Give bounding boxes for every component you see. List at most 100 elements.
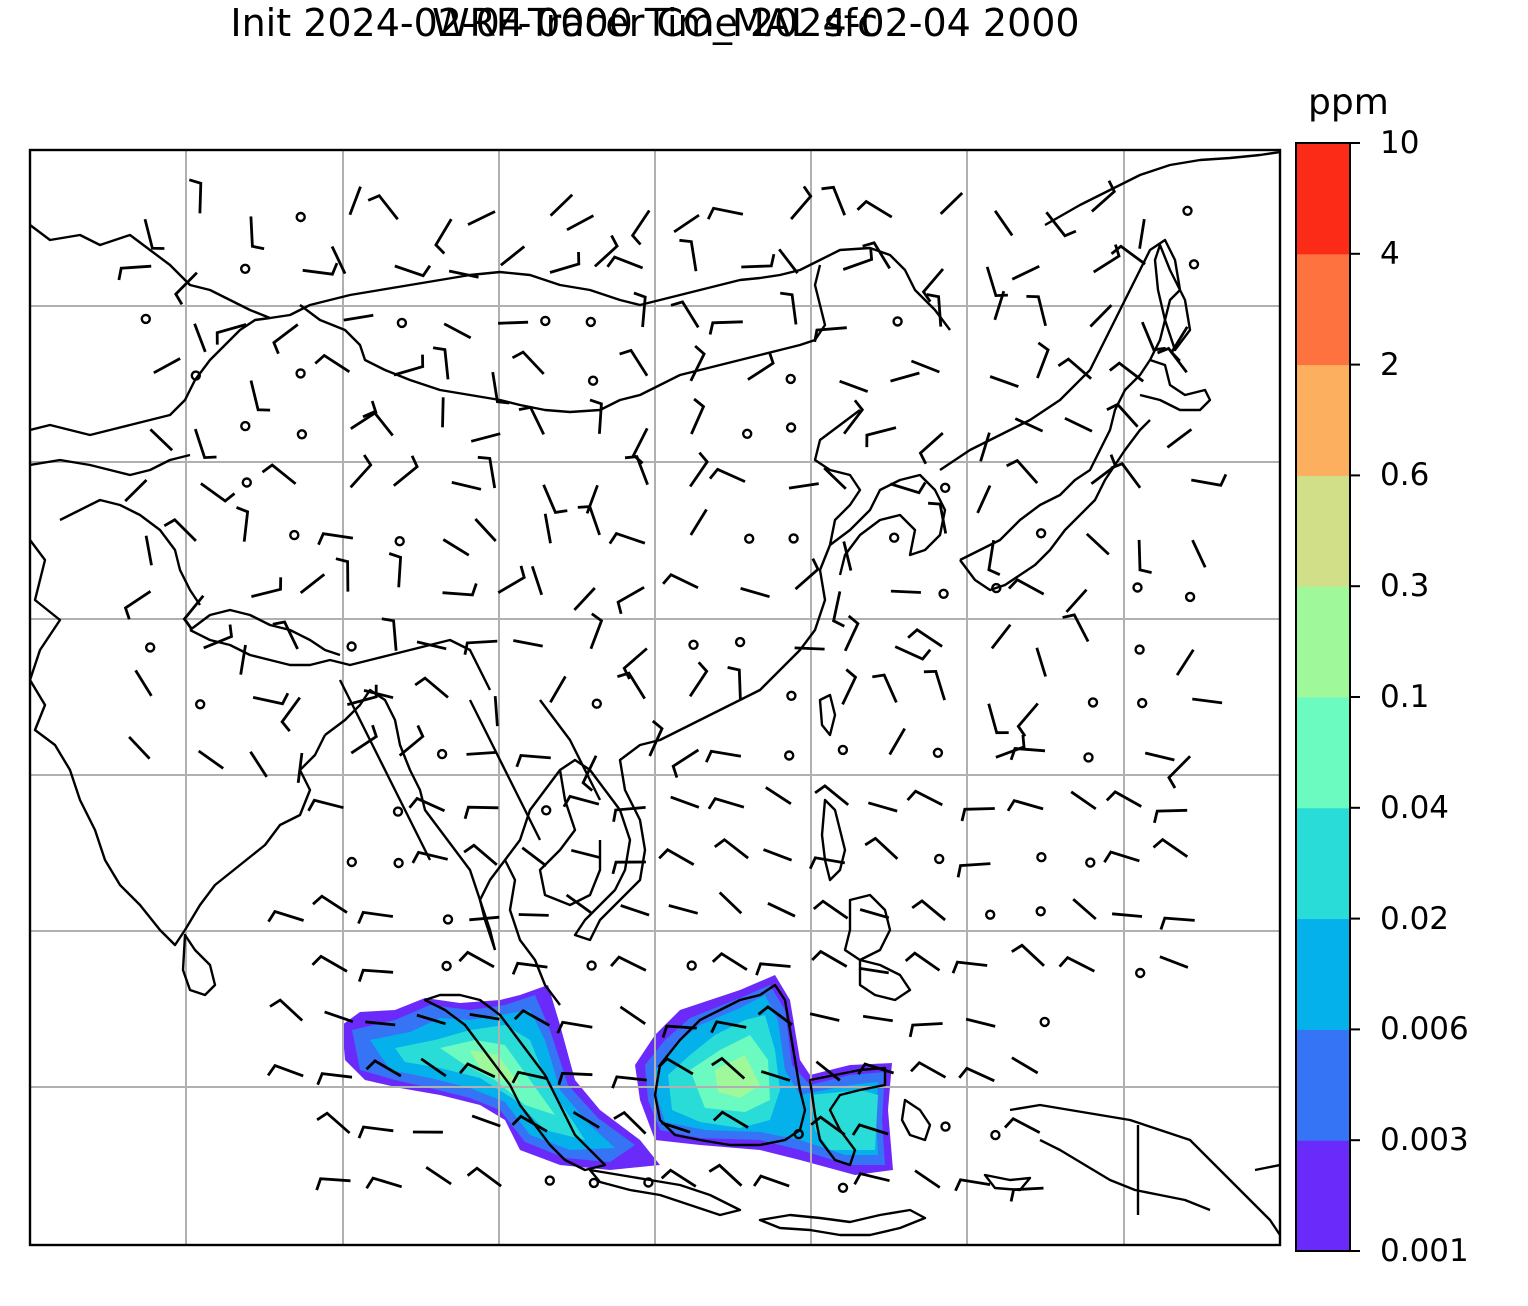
wind-barb <box>521 846 548 868</box>
wind-barb <box>349 454 373 489</box>
calm-wind-marker <box>295 368 306 379</box>
calm-wind-marker <box>734 636 746 648</box>
wind-barb <box>611 1075 647 1089</box>
wind-barbs <box>117 178 1228 1202</box>
wind-barb <box>249 216 265 251</box>
wind-barb <box>432 346 450 380</box>
wind-barb <box>296 752 304 783</box>
wind-barb <box>1153 808 1188 824</box>
wind-barb <box>767 902 796 918</box>
coast-sulawesi <box>808 1066 887 1167</box>
calm-wind-marker <box>785 422 797 433</box>
wind-barb <box>1070 790 1097 811</box>
wind-barb <box>763 848 793 862</box>
wind-barb <box>474 518 497 542</box>
wind-barb <box>398 724 425 757</box>
wind-barb <box>299 573 326 595</box>
wind-barb <box>1009 747 1046 761</box>
wind-barb <box>134 669 153 697</box>
calm-wind-marker <box>239 263 251 274</box>
wind-barb <box>1062 613 1090 643</box>
border-burma <box>338 679 432 861</box>
wind-barb <box>581 755 598 792</box>
wind-barb <box>911 899 946 922</box>
wind-barb <box>1105 790 1142 808</box>
wind-barb <box>808 856 846 870</box>
calm-wind-marker <box>346 856 357 868</box>
calm-wind-marker <box>1184 591 1196 603</box>
wind-barb <box>660 1168 697 1188</box>
wind-barb <box>416 1013 447 1026</box>
wind-barb <box>511 350 545 375</box>
calm-wind-marker <box>940 482 951 493</box>
wind-barb <box>747 351 775 381</box>
wind-barb <box>812 899 849 920</box>
wind-barb <box>778 248 799 274</box>
wind-barb <box>965 1017 996 1028</box>
wind-barb <box>1192 697 1223 705</box>
calm-wind-marker <box>985 909 996 920</box>
calm-wind-marker <box>541 805 552 816</box>
wind-barb <box>926 293 943 327</box>
wind-barb <box>711 951 748 971</box>
colorbar-segment <box>1296 253 1350 366</box>
coast-taiwan <box>818 693 837 737</box>
colorbar-tick-label: 4 <box>1380 235 1400 272</box>
wind-barb <box>1191 539 1207 568</box>
wind-barb <box>954 1178 991 1192</box>
wind-barb <box>239 644 247 675</box>
wind-barb <box>872 673 898 703</box>
coast-gulf-thailand <box>538 769 602 907</box>
wind-barb <box>705 749 742 763</box>
colorbar <box>1295 142 1360 1252</box>
wind-barb <box>350 724 378 755</box>
wind-barb <box>809 1012 840 1022</box>
wind-barb <box>921 268 945 303</box>
wind-barb <box>153 357 181 375</box>
colorbar-unit: ppm <box>1308 82 1389 123</box>
coast-bengal <box>324 688 497 951</box>
wind-barb <box>463 843 498 866</box>
border-central-asia <box>30 453 191 477</box>
wind-barb <box>857 1062 895 1075</box>
wind-barb <box>670 300 700 329</box>
colorbar-tick-label: 2 <box>1380 346 1400 383</box>
coast-japan-south <box>959 419 1151 592</box>
wind-barb <box>788 482 819 490</box>
title-line-1: WRF-Tracer CO_MAL sfc <box>431 1 879 45</box>
calm-wind-marker <box>144 642 156 653</box>
wind-barb <box>557 1071 593 1086</box>
calm-wind-marker <box>442 914 454 925</box>
wind-barb <box>1036 341 1050 379</box>
wind-barb <box>549 251 581 274</box>
calm-wind-marker <box>544 1175 555 1186</box>
calm-wind-marker <box>194 699 206 710</box>
calm-wind-marker <box>1087 697 1099 708</box>
colorbar-tick-label: 0.003 <box>1380 1122 1469 1159</box>
wind-barb <box>1111 912 1143 918</box>
wind-barb <box>613 1110 647 1135</box>
calm-wind-marker <box>1039 1016 1050 1028</box>
wind-barb <box>689 451 709 488</box>
wind-barb <box>858 966 889 975</box>
wind-barb <box>939 191 964 215</box>
wind-barb <box>657 1056 694 1076</box>
wind-barb <box>311 954 348 973</box>
wind-barb <box>995 734 1026 759</box>
wind-barb <box>951 960 988 974</box>
wind-barb <box>1103 850 1140 863</box>
wind-barb <box>513 639 543 648</box>
wind-barb <box>324 1010 354 1024</box>
wind-barb <box>458 950 495 969</box>
graticule <box>30 150 1280 1245</box>
plume-sumatra-max <box>470 1050 520 1085</box>
coast-russia-fareast <box>939 238 1182 471</box>
wind-barb <box>839 379 869 393</box>
calm-wind-marker <box>990 1129 1001 1141</box>
wind-barb <box>542 484 568 514</box>
wind-barb <box>648 719 664 757</box>
wind-barb <box>1159 916 1195 930</box>
wind-barb <box>363 689 394 700</box>
wind-barb <box>906 789 943 807</box>
wind-barb <box>914 1169 941 1189</box>
